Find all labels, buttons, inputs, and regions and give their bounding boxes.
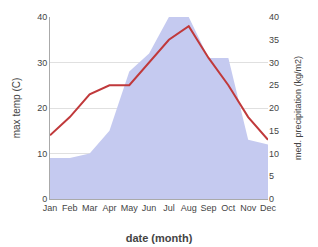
- svg-text:5: 5: [269, 171, 274, 181]
- svg-text:30: 30: [37, 58, 47, 68]
- svg-text:25: 25: [269, 80, 279, 90]
- svg-text:20: 20: [269, 103, 279, 113]
- svg-text:Dec: Dec: [260, 203, 277, 213]
- svg-text:Jul: Jul: [163, 203, 175, 213]
- svg-text:40: 40: [269, 12, 279, 22]
- svg-text:med. precipitation (kg/m2): med. precipitation (kg/m2): [293, 56, 303, 160]
- svg-text:35: 35: [269, 35, 279, 45]
- svg-text:0: 0: [42, 194, 47, 204]
- svg-text:Sep: Sep: [201, 203, 217, 213]
- svg-text:Oct: Oct: [221, 203, 236, 213]
- svg-text:Nov: Nov: [240, 203, 257, 213]
- svg-text:40: 40: [37, 12, 47, 22]
- svg-text:Jan: Jan: [43, 203, 58, 213]
- svg-text:Aug: Aug: [181, 203, 197, 213]
- svg-text:Mar: Mar: [82, 203, 98, 213]
- svg-text:May: May: [121, 203, 139, 213]
- svg-text:Apr: Apr: [102, 203, 116, 213]
- svg-text:Jun: Jun: [142, 203, 157, 213]
- svg-text:30: 30: [269, 58, 279, 68]
- svg-text:date (month): date (month): [126, 232, 193, 244]
- svg-text:15: 15: [269, 126, 279, 136]
- svg-text:0: 0: [269, 194, 274, 204]
- svg-text:10: 10: [269, 149, 279, 159]
- svg-text:10: 10: [37, 149, 47, 159]
- svg-text:Feb: Feb: [62, 203, 78, 213]
- svg-text:max temp (C): max temp (C): [11, 78, 22, 139]
- svg-text:20: 20: [37, 103, 47, 113]
